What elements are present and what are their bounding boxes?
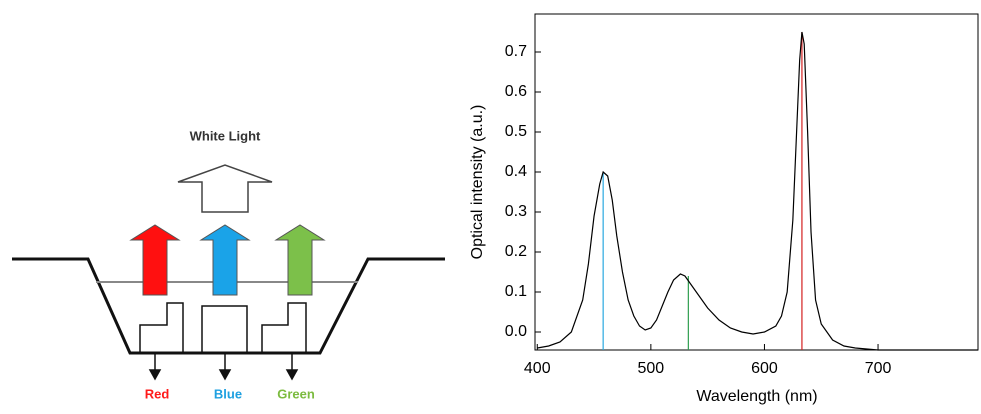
y-tick-label: 0.1 — [505, 283, 527, 300]
chip — [201, 305, 248, 353]
y-tick-label: 0.5 — [505, 123, 527, 140]
green-arrow — [274, 224, 326, 296]
y-tick-label: 0.6 — [505, 83, 527, 100]
y-tick-label: 0.7 — [505, 43, 527, 60]
x-axis-label: Wavelength (nm) — [696, 388, 817, 405]
down-arrows — [148, 353, 299, 381]
y-tick-label: 0.2 — [505, 243, 527, 260]
red-arrow — [129, 224, 181, 296]
spectrum-line — [537, 31, 978, 351]
label-blue: Blue — [214, 386, 242, 401]
white-arrow — [177, 164, 273, 213]
label-green: Green — [277, 386, 315, 401]
plot-frame — [534, 13, 979, 351]
y-tick-label: 0.0 — [505, 323, 527, 340]
x-tick-label: 500 — [638, 360, 665, 377]
chip — [261, 302, 307, 353]
diagram-title: White Light — [190, 128, 261, 143]
x-tick-label: 700 — [865, 360, 892, 377]
y-tick-label: 0.3 — [505, 203, 527, 220]
label-red: Red — [145, 386, 170, 401]
x-tick-label: 600 — [751, 360, 778, 377]
x-tick-label: 400 — [524, 360, 551, 377]
y-axis-label: Optical intensity (a.u.) — [469, 105, 486, 260]
blue-arrow — [199, 224, 251, 296]
y-tick-label: 0.4 — [505, 163, 527, 180]
chip — [139, 302, 184, 353]
diagram: White Light Red Blue Green — [12, 128, 445, 401]
